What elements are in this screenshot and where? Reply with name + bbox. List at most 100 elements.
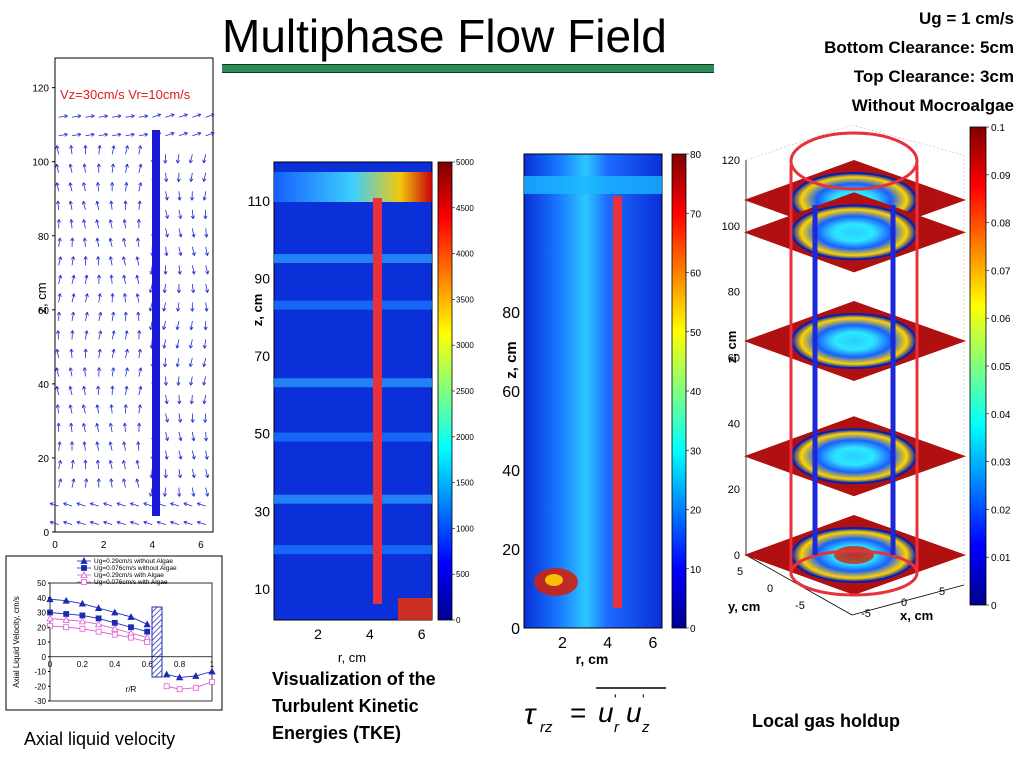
axial-xtick-4: 0.8 [174, 660, 186, 669]
tke-ytick-1: 30 [254, 503, 270, 519]
vector-arrow [84, 478, 87, 488]
vector-arrow [71, 115, 81, 118]
vector-arrow [71, 275, 75, 284]
vector-arrow [98, 330, 102, 340]
shear-ytick-3: 60 [502, 384, 520, 401]
vector-arrow [83, 386, 86, 396]
tke-ylabel: z, cm [250, 294, 265, 327]
vector-arrow [189, 339, 193, 349]
vector-arrow [125, 115, 135, 118]
vector-arrow [112, 115, 122, 118]
vector-arrow [56, 182, 60, 192]
vector-arrow [123, 441, 126, 451]
equation-prime-z: ' [642, 691, 645, 707]
vector-arrow [164, 357, 166, 367]
vector-arrow [71, 311, 74, 321]
shear-xtick-0: 2 [558, 635, 567, 652]
vector-arrow [85, 115, 95, 118]
axial-point [95, 615, 102, 622]
axial-xtick-5: 1 [210, 660, 215, 669]
vector-arrow [98, 293, 101, 303]
vector-arrow [98, 133, 108, 137]
vector-arrow [124, 423, 126, 433]
shear-heatmap-chart: 0 10 20 30 40 50 60 70 80 0 20 40 60 80 2 4 6 r, cm z,… [502, 150, 702, 667]
axial-point [94, 620, 103, 628]
shear-xtick-1: 4 [603, 635, 612, 652]
equation-lhs-sub: rz [540, 719, 553, 736]
axial-point [78, 617, 87, 625]
vector-arrow [82, 404, 86, 414]
vector-arrow [177, 302, 180, 312]
vector-arrow [71, 478, 75, 488]
holdup-colorbar [969, 126, 987, 606]
holdup-colorbar-tick-3: 0.03 [991, 458, 1011, 469]
equation-u-r: u [598, 697, 614, 728]
page-title: Multiphase Flow Field [222, 10, 667, 62]
vector-arrow [71, 133, 81, 137]
vector-arrow [136, 256, 140, 266]
shear-y-ticks: 0 20 40 60 80 [502, 305, 520, 638]
vector-arrow [111, 330, 115, 340]
vector-arrow [178, 413, 181, 423]
vector-arrow [110, 478, 113, 488]
vector-arrow [205, 283, 209, 293]
shear-colorbar-tick-5: 50 [690, 328, 702, 339]
tke-colorbar-tick-10: 5000 [456, 158, 474, 167]
vector-arrow [98, 312, 102, 322]
axial-ytick-8: 50 [37, 579, 46, 588]
tke-colorbar [437, 161, 453, 621]
vector-arrow [70, 219, 73, 229]
shear-colorbar-tick-0: 0 [690, 624, 696, 635]
vector-arrow [58, 275, 62, 284]
vector-arrow [125, 133, 135, 137]
vector-arrow [163, 320, 166, 330]
vector-arrow [69, 367, 73, 377]
vector-arrow [98, 349, 101, 359]
vector-field-y-ticks: 0 20 40 60 80 100 120 [32, 84, 55, 539]
vector-arrow [149, 302, 153, 312]
shear-ytick-1: 20 [502, 542, 520, 559]
equation-sub-z: z [641, 719, 650, 736]
axial-point [62, 616, 70, 623]
tke-x-ticks: 2 4 6 [314, 626, 426, 642]
vector-arrow [49, 521, 59, 525]
vector-arrow [150, 320, 153, 330]
vector-field-ytick-0: 0 [43, 528, 49, 539]
vector-arrow [205, 132, 215, 137]
vector-arrow [136, 275, 140, 284]
vector-arrow [96, 219, 100, 229]
vector-arrow [203, 394, 207, 404]
axial-point [128, 634, 134, 641]
vector-arrow [63, 502, 73, 507]
vector-arrow [190, 376, 193, 386]
vector-arrow [191, 468, 195, 478]
vector-arrow [191, 265, 195, 275]
vector-arrow [123, 478, 126, 488]
vector-arrow [96, 404, 100, 414]
axial-point [176, 686, 183, 693]
vector-field-baffle [152, 130, 160, 516]
vector-arrow [111, 311, 115, 321]
tke-band [274, 545, 432, 555]
tke-ytick-4: 90 [254, 270, 270, 286]
vector-arrows [49, 113, 215, 525]
vector-arrow [197, 521, 206, 525]
caption-tke-line-2: Turbulent Kinetic [272, 696, 419, 716]
vector-arrow [177, 376, 180, 386]
holdup-colorbar-tick-10: 0.1 [991, 123, 1005, 134]
vector-arrow [191, 246, 195, 256]
shear-bottom-hotspot-core [545, 574, 563, 586]
axial-point [111, 608, 119, 616]
vector-arrow [203, 357, 207, 367]
vector-arrow [165, 114, 175, 118]
vector-arrow [70, 348, 73, 358]
vector-field-xtick-3: 6 [198, 540, 204, 551]
axial-ytick-6: 30 [37, 609, 46, 618]
axial-ytick-2: -10 [34, 668, 46, 677]
axial-point [144, 628, 151, 635]
vector-arrow [109, 256, 113, 266]
tke-colorbar-tick-8: 4000 [456, 250, 474, 259]
holdup-zlabel: z, cm [724, 331, 739, 364]
vector-arrow [205, 450, 208, 460]
axial-point [111, 631, 118, 638]
